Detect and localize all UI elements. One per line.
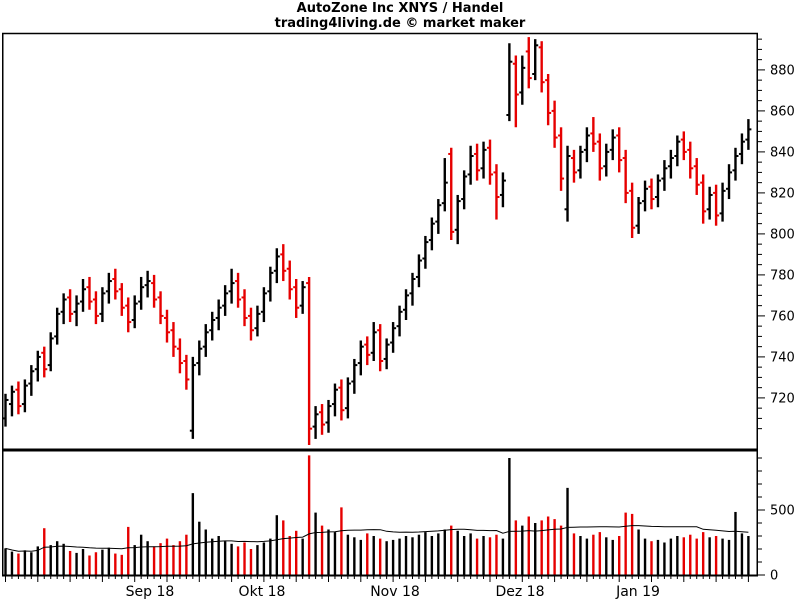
panel-divider [2,448,758,452]
svg-text:Jan 19: Jan 19 [615,584,660,600]
volume-y-axis: 500 0 [758,457,795,584]
svg-text:Dez 18: Dez 18 [495,584,544,600]
svg-text:800: 800 [770,227,795,242]
svg-text:860: 860 [770,104,795,119]
svg-text:760: 760 [770,309,795,324]
volume-bars [4,455,750,575]
svg-text:Sep 18: Sep 18 [126,584,175,600]
svg-text:0: 0 [770,569,778,584]
price-y-axis: 880 860 840 820 800 780 760 740 720 [758,38,795,430]
svg-text:780: 780 [770,268,795,283]
volume-ma-line [5,525,749,552]
x-axis-month-labels: Sep 18 Okt 18 Nov 18 Dez 18 Jan 19 [126,584,660,600]
svg-text:880: 880 [770,63,795,78]
panel-borders [2,32,758,577]
svg-text:Okt 18: Okt 18 [239,584,286,600]
x-axis-ticks [5,576,749,582]
svg-text:720: 720 [770,391,795,406]
svg-text:840: 840 [770,145,795,160]
chart-subtitle: trading4living.de © market maker [274,16,526,31]
ohlc-bars [2,37,752,446]
chart-title: AutoZone Inc XNYS / Handel [296,1,504,16]
svg-text:Nov 18: Nov 18 [370,584,420,600]
svg-text:740: 740 [770,350,795,365]
svg-text:820: 820 [770,186,795,201]
svg-text:500: 500 [770,504,795,519]
